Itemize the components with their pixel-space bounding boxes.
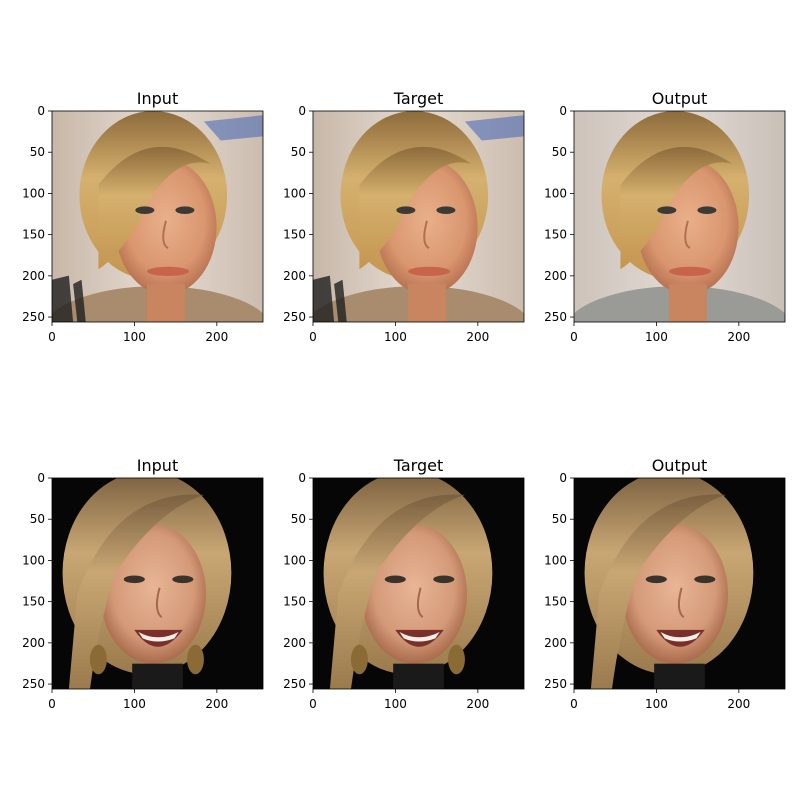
x-tick-label: 100 (384, 697, 407, 711)
y-tick-label: 100 (283, 553, 306, 567)
y-tick-label: 150 (283, 595, 306, 609)
x-tick-label: 100 (645, 697, 668, 711)
y-tick-label: 150 (283, 228, 306, 242)
y-tick-label: 100 (22, 186, 45, 200)
y-tick-label: 100 (283, 186, 306, 200)
y-tick-label: 100 (22, 553, 45, 567)
x-tick-label: 0 (48, 330, 56, 344)
y-tick-label: 150 (544, 595, 567, 609)
face-image (313, 478, 524, 689)
axes-frame (573, 110, 786, 323)
y-tick-label: 50 (30, 512, 45, 526)
y-tick-label: 250 (544, 677, 567, 691)
x-tick-label: 200 (466, 330, 489, 344)
x-tick-label: 0 (570, 330, 578, 344)
x-tick-label: 200 (727, 330, 750, 344)
y-tick-label: 100 (544, 553, 567, 567)
x-tick-label: 0 (309, 330, 317, 344)
panel-2-2: Target 0 100 200 0 50 100 150 200 250 (283, 456, 525, 711)
y-tick-label: 150 (22, 595, 45, 609)
y-tick-label: 0 (298, 471, 306, 485)
y-tick-label: 200 (544, 636, 567, 650)
y-tick-label: 50 (552, 145, 567, 159)
panel-title: Input (137, 89, 178, 108)
y-tick-label: 50 (291, 512, 306, 526)
axes-frame (51, 477, 264, 690)
y-tick-label: 200 (22, 269, 45, 283)
face-image (52, 111, 263, 322)
x-tick-label: 0 (309, 697, 317, 711)
x-tick-label: 100 (384, 330, 407, 344)
panel-1-3: Output 0 100 200 0 50 100 150 200 250 (544, 89, 786, 344)
x-tick-label: 0 (48, 697, 56, 711)
y-tick-label: 50 (552, 512, 567, 526)
x-tick-label: 100 (123, 330, 146, 344)
panel-2-3: Output 0 100 200 0 50 100 150 200 250 (544, 456, 786, 711)
x-tick-label: 0 (570, 697, 578, 711)
x-tick-label: 200 (727, 697, 750, 711)
y-tick-label: 50 (30, 145, 45, 159)
axes-frame (51, 110, 264, 323)
panel-title: Output (652, 89, 708, 108)
panel-title: Target (393, 89, 444, 108)
y-tick-label: 250 (22, 310, 45, 324)
y-tick-label: 0 (559, 104, 567, 118)
x-tick-label: 200 (205, 330, 228, 344)
y-tick-label: 100 (544, 186, 567, 200)
panel-1-1: Input 0 100 200 0 50 100 150 200 250 (22, 89, 264, 344)
face-image (313, 111, 524, 322)
y-tick-label: 0 (559, 471, 567, 485)
panel-2-1: Input 0 100 200 0 50 100 150 200 250 (22, 456, 264, 711)
y-tick-label: 200 (544, 269, 567, 283)
face-image (574, 478, 785, 689)
y-tick-label: 250 (283, 677, 306, 691)
x-tick-label: 200 (205, 697, 228, 711)
y-tick-label: 0 (37, 471, 45, 485)
face-image (574, 111, 785, 322)
y-tick-label: 200 (22, 636, 45, 650)
y-tick-label: 250 (283, 310, 306, 324)
y-tick-label: 50 (291, 145, 306, 159)
y-tick-label: 150 (22, 228, 45, 242)
axes-frame (573, 477, 786, 690)
y-tick-label: 0 (37, 104, 45, 118)
y-tick-label: 250 (544, 310, 567, 324)
axes-frame (312, 477, 525, 690)
x-tick-label: 100 (123, 697, 146, 711)
x-tick-label: 200 (466, 697, 489, 711)
y-tick-label: 200 (283, 636, 306, 650)
panel-title: Output (652, 456, 708, 475)
face-image (52, 478, 263, 689)
y-tick-label: 150 (544, 228, 567, 242)
y-tick-label: 200 (283, 269, 306, 283)
panel-title: Target (393, 456, 444, 475)
y-tick-label: 250 (22, 677, 45, 691)
x-tick-label: 100 (645, 330, 668, 344)
panel-1-2: Target 0 100 200 0 50 100 150 200 250 (283, 89, 525, 344)
y-tick-label: 0 (298, 104, 306, 118)
axes-frame (312, 110, 525, 323)
panel-title: Input (137, 456, 178, 475)
